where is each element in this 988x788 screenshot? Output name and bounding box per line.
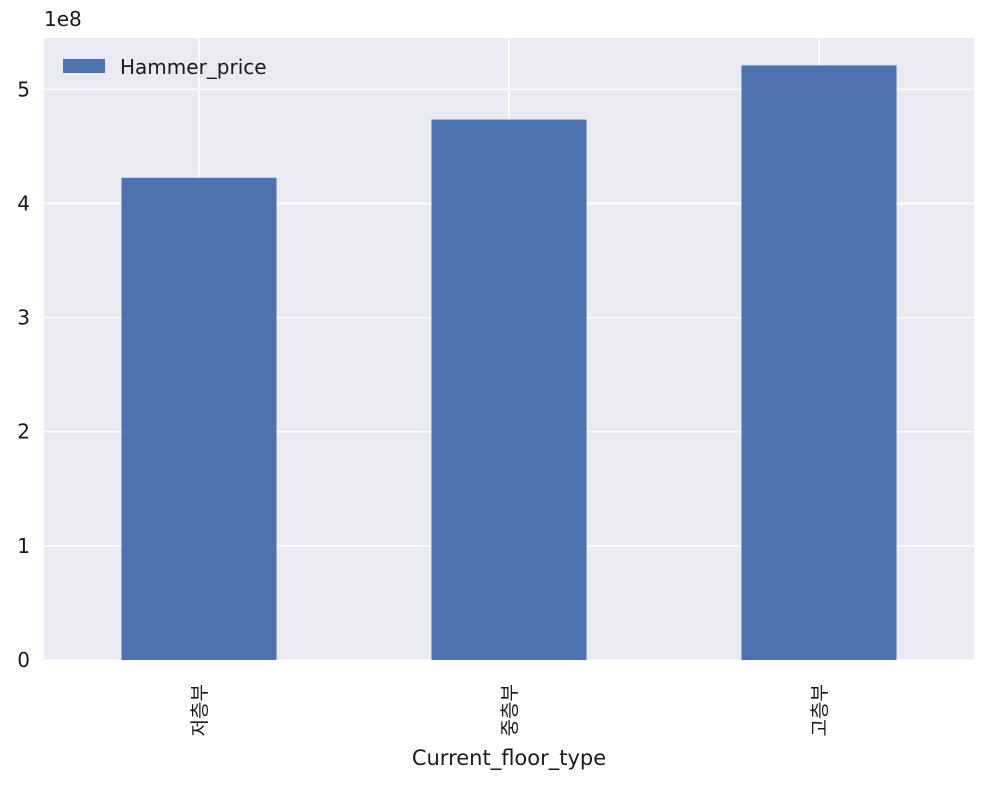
y-tick-label: 0 — [17, 648, 30, 672]
bar-3 — [741, 65, 897, 661]
y-axis-offset-label: 1e8 — [44, 7, 82, 31]
y-tick-label: 1 — [17, 534, 30, 558]
x-tick-label: 저층부 — [189, 684, 211, 736]
y-tick-label: 5 — [17, 77, 30, 101]
bar-2 — [431, 119, 587, 661]
x-axis-ticks: 저층부 중층부 고층부 — [189, 684, 831, 736]
bar-1 — [121, 177, 277, 660]
x-axis-label: Current_floor_type — [412, 746, 606, 771]
legend-swatch — [63, 59, 105, 73]
x-tick-label: 고층부 — [809, 684, 831, 736]
y-tick-label: 4 — [17, 191, 30, 215]
legend-label: Hammer_price — [120, 55, 267, 79]
y-tick-label: 3 — [17, 306, 30, 330]
y-tick-label: 2 — [17, 420, 30, 444]
legend: Hammer_price — [63, 55, 267, 79]
bars — [121, 65, 897, 661]
y-axis-ticks: 0 1 2 3 4 5 — [17, 77, 30, 672]
x-tick-label: 중층부 — [499, 684, 521, 736]
